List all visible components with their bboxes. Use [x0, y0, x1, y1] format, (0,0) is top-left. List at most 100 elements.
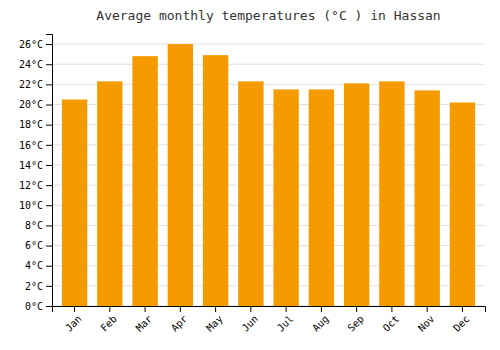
y-tick: 18°C: [19, 119, 52, 130]
x-tick-label: May: [204, 313, 225, 334]
x-tick: Jun: [240, 306, 261, 334]
bar: [132, 56, 157, 306]
x-tick: Nov: [416, 306, 437, 334]
y-tick-mark: [46, 246, 52, 247]
x-tick-label: Feb: [98, 313, 119, 334]
y-tick-label: 24°C: [19, 59, 43, 70]
y-tick-label: 16°C: [19, 140, 43, 151]
x-tick: Feb: [98, 306, 119, 334]
y-tick-mark: [46, 266, 52, 267]
y-tick-mark: [46, 205, 52, 206]
bar: [168, 44, 193, 306]
x-tick-label: Jun: [240, 313, 261, 334]
x-tick-label: Nov: [416, 313, 437, 334]
y-tick: 10°C: [19, 200, 52, 211]
bar: [309, 89, 334, 306]
y-tick-label: 20°C: [19, 99, 43, 110]
y-axis: 0°C 2°C 4°C 6°C 8°C 10°C 12°C 14°C 16°C 18°C 20°C 2…: [19, 35, 53, 312]
y-tick-label: 0°C: [25, 301, 43, 312]
y-tick-mark: [46, 225, 52, 226]
y-tick-mark: [46, 286, 52, 287]
x-tick: Dec: [451, 306, 472, 334]
x-tick-mark: [286, 306, 287, 312]
y-tick-label: 4°C: [25, 260, 43, 271]
x-tick-label: Jan: [63, 313, 84, 334]
x-tick-label: Apr: [169, 313, 190, 334]
x-tick-mark: [215, 306, 216, 312]
y-tick-mark: [46, 125, 52, 126]
y-tick-mark: [46, 185, 52, 186]
x-tick: Aug: [310, 306, 331, 334]
x-tick-mark: [180, 306, 181, 312]
grid: [52, 44, 485, 306]
y-tick: 12°C: [19, 180, 52, 191]
y-tick: 20°C: [19, 99, 52, 110]
y-tick-mark: [46, 105, 52, 106]
grid-line: [52, 64, 485, 65]
y-tick-label: 12°C: [19, 180, 43, 191]
y-tick: 14°C: [19, 160, 52, 171]
y-tick: 8°C: [25, 220, 52, 231]
x-tick: Sep: [345, 306, 366, 334]
grid-line: [52, 44, 485, 45]
x-tick-mark: [427, 306, 428, 312]
y-tick: 0°C: [25, 301, 52, 312]
y-axis-line: [46, 35, 53, 307]
title: Average monthly temperatures (°C ) in Ha…: [96, 8, 440, 23]
x-tick-mark: [109, 306, 110, 312]
x-tick-mark: [462, 306, 463, 312]
x-tick-mark: [321, 306, 322, 312]
bar: [450, 103, 475, 306]
x-tick-label: Mar: [134, 313, 155, 334]
x-tick-mark: [356, 306, 357, 312]
y-tick: 4°C: [25, 260, 52, 271]
x-tick-label: Sep: [345, 313, 366, 334]
x-tick-mark: [74, 306, 75, 312]
x-tick-mark: [250, 306, 251, 312]
x-tick-label: Oct: [381, 313, 402, 334]
bars: [62, 44, 475, 306]
y-tick: 6°C: [25, 240, 52, 251]
y-tick-mark: [46, 84, 52, 85]
y-tick-label: 22°C: [19, 79, 43, 90]
bar: [97, 81, 122, 306]
bar: [238, 81, 263, 306]
y-tick-mark: [46, 165, 52, 166]
x-tick-mark: [145, 306, 146, 312]
y-tick: 2°C: [25, 281, 52, 292]
bar: [273, 89, 298, 306]
y-tick-mark: [46, 306, 52, 307]
y-tick: 24°C: [19, 59, 52, 70]
x-axis-line: [53, 307, 486, 313]
x-tick: Jul: [275, 306, 296, 334]
y-tick: 22°C: [19, 79, 52, 90]
y-tick-label: 6°C: [25, 240, 43, 251]
y-tick: 16°C: [19, 140, 52, 151]
x-tick: Jan: [63, 306, 84, 334]
x-tick: Mar: [134, 306, 155, 334]
bar: [379, 81, 404, 306]
chart: 0°C 2°C 4°C 6°C 8°C 10°C 12°C 14°C 16°C 18°C 20°C 2…: [0, 0, 500, 350]
x-tick: Apr: [169, 306, 190, 334]
bar: [414, 90, 439, 306]
bar: [344, 83, 369, 306]
x-tick-label: Dec: [451, 313, 472, 334]
y-tick-label: 10°C: [19, 200, 43, 211]
x-tick-label: Aug: [310, 313, 331, 334]
x-tick-mark: [391, 306, 392, 312]
y-tick-mark: [46, 145, 52, 146]
y-tick: 26°C: [19, 39, 52, 50]
x-tick-label: Jul: [275, 313, 296, 334]
x-tick: Oct: [381, 306, 402, 334]
y-tick-mark: [46, 44, 52, 45]
y-tick-mark: [46, 64, 52, 65]
x-axis: Jan Feb Mar Apr May Jun Jul Aug Sep Oct Nov Dec: [53, 306, 486, 334]
y-tick-label: 2°C: [25, 281, 43, 292]
y-tick-label: 26°C: [19, 39, 43, 50]
y-tick-label: 18°C: [19, 119, 43, 130]
x-tick: May: [204, 306, 225, 334]
y-tick-label: 8°C: [25, 220, 43, 231]
bar: [62, 99, 87, 306]
y-tick-label: 14°C: [19, 160, 43, 171]
plot: 0°C 2°C 4°C 6°C 8°C 10°C 12°C 14°C 16°C 18°C 20°C 2…: [19, 35, 486, 334]
